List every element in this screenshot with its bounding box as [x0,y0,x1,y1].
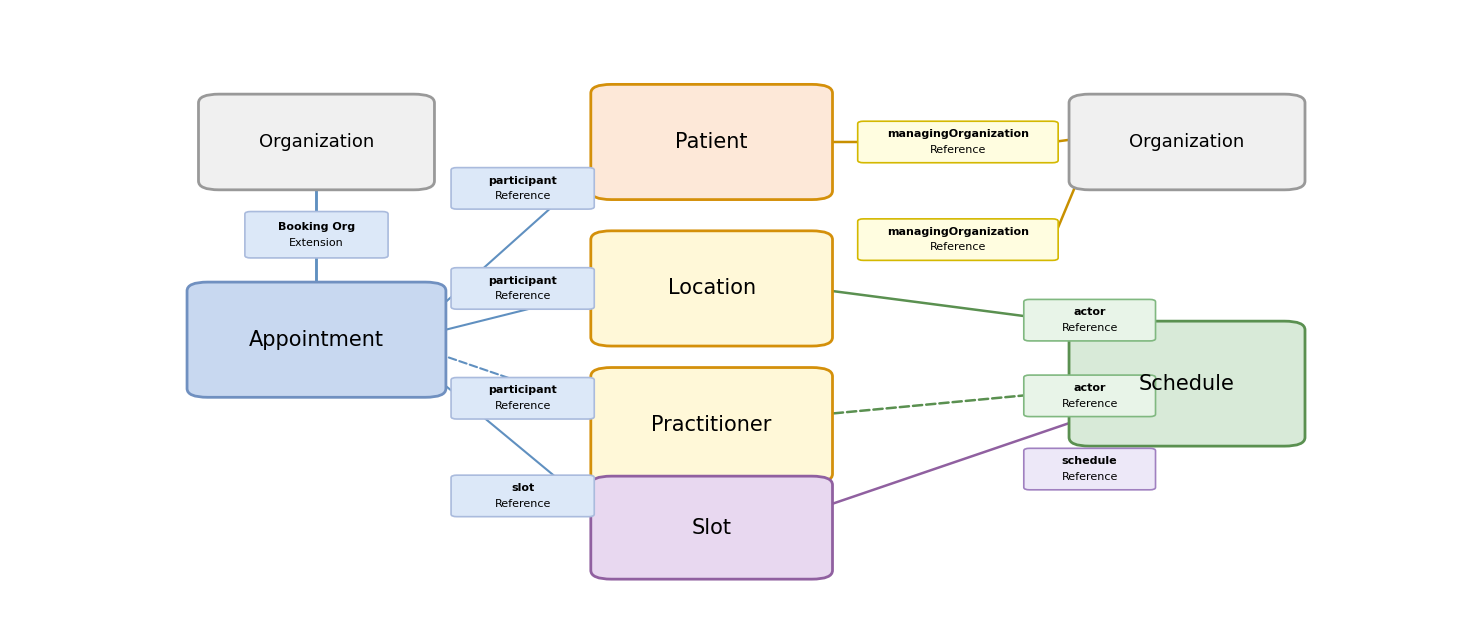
FancyBboxPatch shape [591,231,832,346]
FancyBboxPatch shape [591,84,832,200]
Text: managingOrganization: managingOrganization [887,227,1029,237]
Text: participant: participant [488,385,557,396]
Text: participant: participant [488,276,557,286]
Text: Location: Location [668,278,755,299]
FancyBboxPatch shape [1024,448,1156,490]
Text: Reference: Reference [1061,472,1117,482]
FancyBboxPatch shape [1024,375,1156,417]
Text: Reference: Reference [1061,323,1117,333]
FancyBboxPatch shape [188,282,446,398]
FancyBboxPatch shape [1024,299,1156,341]
Text: Practitioner: Practitioner [652,415,772,435]
Text: Slot: Slot [692,517,732,538]
Text: slot: slot [511,483,534,493]
FancyBboxPatch shape [1069,94,1305,190]
FancyBboxPatch shape [198,94,435,190]
Text: Reference: Reference [495,191,551,201]
Text: Organization: Organization [259,133,374,151]
FancyBboxPatch shape [591,368,832,482]
Text: participant: participant [488,176,557,186]
Text: Booking Org: Booking Org [278,222,355,232]
Text: Extension: Extension [290,238,344,247]
Text: Reference: Reference [495,291,551,301]
FancyBboxPatch shape [857,219,1058,261]
FancyBboxPatch shape [451,167,594,209]
Text: Reference: Reference [495,401,551,411]
Text: managingOrganization: managingOrganization [887,129,1029,139]
FancyBboxPatch shape [451,475,594,517]
FancyBboxPatch shape [1069,321,1305,446]
FancyBboxPatch shape [451,268,594,309]
FancyBboxPatch shape [245,212,389,258]
Text: schedule: schedule [1061,456,1117,466]
Text: Reference: Reference [1061,399,1117,409]
Text: Reference: Reference [930,242,986,252]
Text: actor: actor [1073,383,1106,393]
Text: actor: actor [1073,307,1106,318]
Text: Schedule: Schedule [1140,373,1236,394]
Text: Reference: Reference [495,499,551,508]
FancyBboxPatch shape [857,121,1058,163]
Text: Reference: Reference [930,145,986,155]
Text: Organization: Organization [1129,133,1244,151]
FancyBboxPatch shape [591,476,832,579]
Text: Appointment: Appointment [248,330,384,350]
Text: Patient: Patient [675,132,748,152]
FancyBboxPatch shape [451,377,594,419]
